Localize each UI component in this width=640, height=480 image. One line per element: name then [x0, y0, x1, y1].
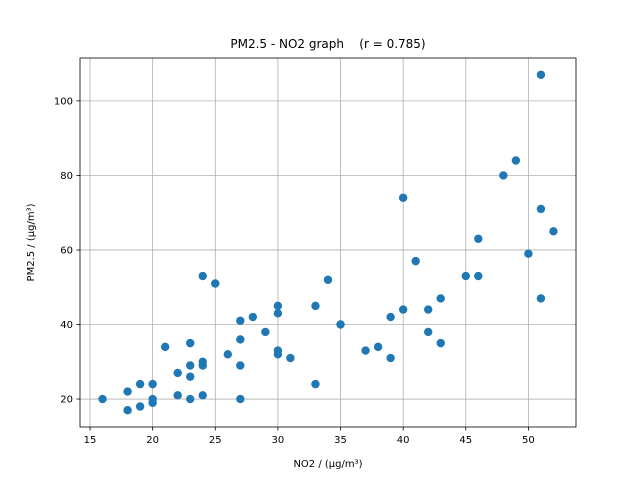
data-point	[273, 346, 283, 355]
data-point	[148, 379, 157, 389]
data-points	[98, 70, 558, 415]
data-point	[536, 294, 546, 303]
data-point	[424, 327, 433, 337]
x-tick-label: 30	[272, 435, 285, 446]
data-point	[386, 312, 395, 322]
data-point	[123, 387, 132, 396]
axes-frame	[79, 57, 577, 428]
y-axis-ticks: 20 40 60 80 100	[54, 96, 80, 406]
data-point	[173, 391, 182, 400]
y-tick-label: 40	[60, 320, 73, 331]
data-point	[160, 342, 170, 352]
data-point	[499, 171, 508, 180]
data-point	[436, 338, 445, 348]
x-axis-ticks: 15 20 25 30 35 40 45 50	[84, 427, 535, 446]
data-point	[436, 294, 445, 303]
data-point	[273, 301, 283, 311]
data-point	[398, 193, 408, 202]
data-point	[223, 350, 232, 359]
data-point	[148, 394, 157, 404]
x-tick-label: 35	[334, 435, 347, 446]
data-point	[311, 379, 320, 389]
y-axis-title: PM2.5 / (μg/m³)	[26, 203, 37, 281]
data-point	[474, 234, 483, 243]
data-point	[311, 301, 320, 311]
data-point	[198, 357, 207, 366]
data-point	[474, 271, 483, 281]
y-tick-label: 80	[60, 171, 73, 182]
x-tick-label: 15	[84, 435, 97, 446]
data-point	[198, 271, 207, 281]
data-point	[248, 312, 258, 322]
data-point	[236, 316, 245, 325]
data-point	[186, 338, 195, 348]
x-tick-label: 25	[209, 435, 222, 446]
x-tick-label: 20	[146, 435, 159, 446]
data-point	[135, 379, 145, 389]
data-point	[386, 353, 395, 363]
data-point	[135, 402, 145, 411]
data-point	[186, 372, 195, 381]
data-point	[198, 391, 207, 400]
x-tick-label: 45	[459, 435, 472, 446]
data-point	[98, 394, 107, 404]
grid-lines	[80, 58, 576, 427]
data-point	[236, 394, 245, 404]
data-point	[236, 335, 245, 344]
x-tick-label: 50	[522, 435, 535, 446]
data-point	[261, 327, 270, 337]
data-point	[323, 275, 333, 284]
y-tick-label: 20	[60, 395, 73, 406]
data-point	[536, 70, 546, 79]
x-tick-label: 40	[397, 435, 410, 446]
data-point	[336, 320, 345, 329]
data-point	[424, 305, 433, 314]
y-tick-label: 60	[60, 245, 73, 256]
data-point	[186, 394, 195, 404]
data-point	[524, 249, 533, 258]
data-point	[373, 342, 383, 352]
data-point	[536, 204, 546, 214]
data-point	[236, 361, 245, 370]
plot-area	[80, 58, 576, 427]
data-point	[186, 361, 195, 370]
data-point	[549, 227, 558, 236]
data-point	[511, 156, 521, 165]
data-point	[461, 271, 470, 281]
data-point	[361, 346, 370, 355]
y-tick-label: 100	[54, 96, 73, 107]
x-axis-title: NO2 / (μg/m³)	[293, 459, 362, 470]
data-point	[411, 256, 420, 266]
data-point	[273, 309, 283, 318]
data-point	[173, 368, 182, 378]
data-point	[398, 305, 408, 314]
chart-title: PM2.5 - NO2 graph (r = 0.785)	[230, 37, 425, 51]
data-point	[211, 279, 220, 288]
data-point	[286, 353, 295, 363]
data-point	[123, 406, 132, 415]
